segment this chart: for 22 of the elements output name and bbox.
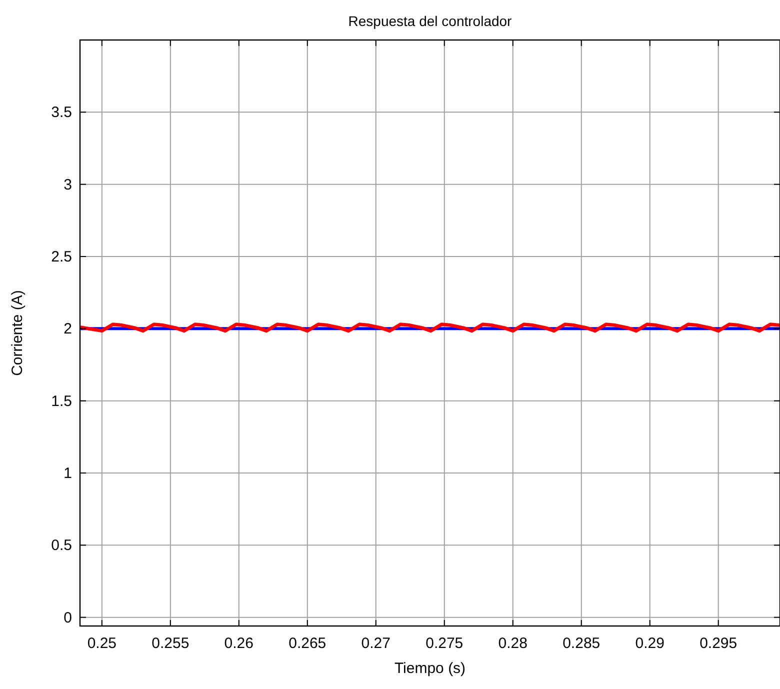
line-series xyxy=(80,322,780,333)
y-tick-label: 3.5 xyxy=(51,104,72,122)
x-tick-label: 0.29 xyxy=(635,635,664,652)
x-tick-label: 0.25 xyxy=(87,635,117,652)
x-tick-label: 0.275 xyxy=(426,635,464,652)
y-tick-label: 0 xyxy=(64,609,72,626)
x-tick-label: 0.285 xyxy=(562,635,600,652)
y-axis-title: Corriente (A) xyxy=(9,290,26,376)
x-tick-label: 0.295 xyxy=(700,635,738,652)
x-tick-label: 0.28 xyxy=(498,635,528,652)
chart-title: Respuesta del controlador xyxy=(348,13,512,29)
y-tick-label: 2.5 xyxy=(51,248,72,266)
x-tick-label: 0.27 xyxy=(361,635,390,652)
y-tick-label: 2 xyxy=(64,320,72,338)
y-tick-label: 1 xyxy=(64,465,72,482)
x-tick-label: 0.255 xyxy=(152,635,190,652)
x-tick-label: 0.26 xyxy=(224,635,254,652)
x-tick-label: 0.265 xyxy=(288,635,326,652)
y-tick-label: 3 xyxy=(64,176,72,194)
y-tick-label: 1.5 xyxy=(51,392,72,410)
y-tick-label: 0.5 xyxy=(51,537,72,554)
x-axis-title: Tiempo (s) xyxy=(394,660,466,677)
